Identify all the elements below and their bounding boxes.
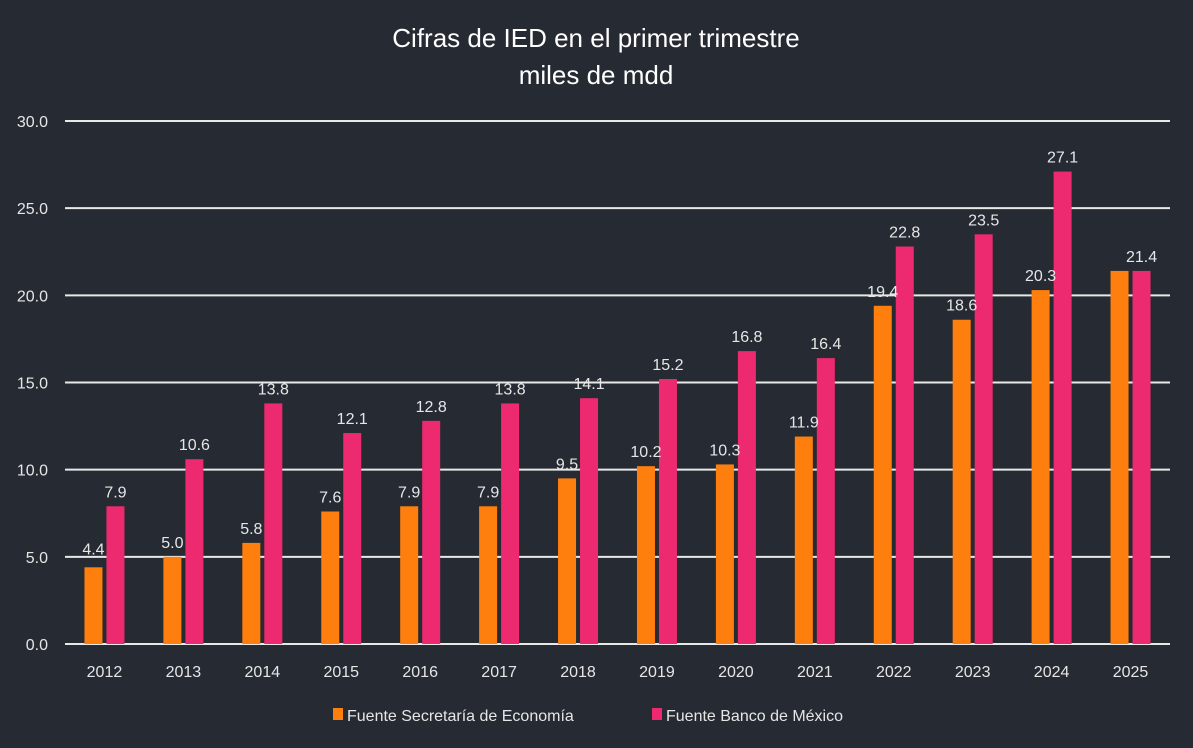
legend-swatch-series-0 (333, 708, 343, 720)
data-label-series-0-2015: 7.6 (319, 490, 341, 507)
x-tick-label: 2018 (560, 664, 596, 681)
bar-series-0-2018 (558, 478, 577, 644)
data-label-series-0-2014: 5.8 (240, 521, 262, 538)
data-label-series-1-2021: 16.4 (810, 336, 841, 353)
y-tick-label: 5.0 (26, 550, 48, 567)
x-tick-label: 2016 (402, 664, 438, 681)
data-label-series-1-2025: 21.4 (1126, 249, 1157, 266)
data-label-series-0-2023: 18.6 (946, 298, 977, 315)
bar-series-0-2022 (873, 305, 892, 644)
bar-series-1-2013 (185, 459, 204, 644)
y-tick-label: 20.0 (17, 288, 48, 305)
data-label-series-0-2021: 11.9 (789, 415, 819, 432)
chart-title: Cifras de IED en el primer trimestre (392, 23, 799, 53)
data-label-series-1-2012: 7.9 (104, 484, 126, 501)
y-axis-ticks: 0.0 5.0 10.0 15.0 20.0 25.0 30.0 (17, 114, 48, 654)
bars (84, 171, 1151, 645)
data-label-series-1-2015: 12.1 (337, 411, 368, 428)
legend-swatch-series-1 (652, 708, 662, 720)
x-tick-label: 2023 (955, 664, 991, 681)
data-label-series-0-2016: 7.9 (398, 484, 420, 501)
x-tick-label: 2014 (245, 664, 281, 681)
x-tick-label: 2024 (1034, 664, 1070, 681)
data-label-series-1-2017: 13.8 (495, 381, 526, 398)
bar-series-1-2019 (658, 379, 677, 644)
data-label-series-0-2017: 7.9 (477, 484, 499, 501)
data-label-series-1-2013: 10.6 (179, 437, 210, 454)
bar-series-0-2021 (794, 436, 813, 644)
x-tick-label: 2019 (639, 664, 675, 681)
bar-series-1-2014 (264, 403, 283, 644)
x-tick-label: 2013 (166, 664, 202, 681)
x-tick-label: 2017 (481, 664, 517, 681)
x-tick-label: 2015 (323, 664, 359, 681)
data-labels: 4.4 7.9 5.0 10.6 5.8 13.8 7.6 12.1 7.9 12.8 7.9 13.… (82, 150, 1157, 559)
x-tick-label: 2022 (876, 664, 912, 681)
x-axis-ticks: 2012 2013 2014 2015 2016 2017 2018 2019 2020 2021… (87, 664, 1149, 681)
data-label-series-1-2022: 22.8 (889, 225, 920, 242)
data-label-series-0-2012: 4.4 (82, 541, 104, 558)
bar-series-1-2025 (1132, 270, 1151, 644)
bar-series-1-2017 (501, 403, 520, 644)
data-label-series-1-2019: 15.2 (652, 357, 683, 374)
x-tick-label: 2012 (87, 664, 123, 681)
bar-series-0-2020 (715, 464, 734, 644)
bar-series-1-2018 (580, 398, 599, 644)
bar-series-1-2023 (974, 234, 993, 645)
data-label-series-0-2022: 19.4 (867, 284, 898, 301)
bar-series-0-2015 (321, 511, 340, 644)
bar-series-0-2014 (242, 542, 261, 644)
data-label-series-0-2013: 5.0 (161, 535, 183, 552)
bar-series-0-2024 (1031, 290, 1050, 644)
data-label-series-1-2016: 12.8 (416, 399, 447, 416)
y-tick-label: 0.0 (26, 637, 48, 654)
y-tick-label: 15.0 (17, 376, 48, 393)
y-tick-label: 25.0 (17, 201, 48, 218)
data-label-series-0-2024: 20.3 (1025, 268, 1056, 285)
data-label-series-1-2020: 16.8 (731, 329, 762, 346)
gridlines (65, 120, 1170, 645)
data-label-series-1-2023: 23.5 (968, 212, 999, 229)
chart-subtitle: miles de mdd (519, 60, 674, 90)
bar-series-0-2013 (163, 556, 182, 644)
data-label-series-0-2019: 10.2 (630, 444, 661, 461)
bar-series-0-2019 (636, 466, 655, 644)
y-tick-label: 10.0 (17, 463, 48, 480)
data-label-series-1-2018: 14.1 (573, 376, 604, 393)
bar-series-1-2020 (737, 351, 756, 644)
legend-label-series-1: Fuente Banco de México (666, 708, 843, 725)
x-tick-label: 2020 (718, 664, 754, 681)
bar-series-1-2015 (343, 433, 362, 644)
data-label-series-1-2024: 27.1 (1047, 150, 1078, 167)
bar-series-0-2023 (952, 319, 971, 644)
data-label-series-1-2014: 13.8 (258, 381, 289, 398)
bar-series-1-2021 (816, 358, 835, 644)
bar-series-0-2017 (479, 506, 498, 644)
legend-label-series-0: Fuente Secretaría de Economía (347, 708, 574, 725)
data-label-series-0-2018: 9.5 (556, 456, 578, 473)
bar-series-1-2024 (1053, 171, 1072, 644)
y-tick-label: 30.0 (17, 114, 48, 131)
bar-series-1-2022 (895, 246, 914, 644)
data-label-series-0-2020: 10.3 (709, 442, 740, 459)
bar-series-0-2016 (400, 506, 419, 644)
bar-series-0-2012 (84, 567, 103, 644)
bar-series-1-2016 (422, 420, 441, 644)
x-tick-label: 2021 (797, 664, 833, 681)
bar-series-1-2012 (106, 506, 125, 644)
x-tick-label: 2025 (1113, 664, 1149, 681)
bar-series-0-2025 (1110, 270, 1129, 644)
legend: Fuente Secretaría de Economía Fuente Banc… (333, 708, 843, 725)
